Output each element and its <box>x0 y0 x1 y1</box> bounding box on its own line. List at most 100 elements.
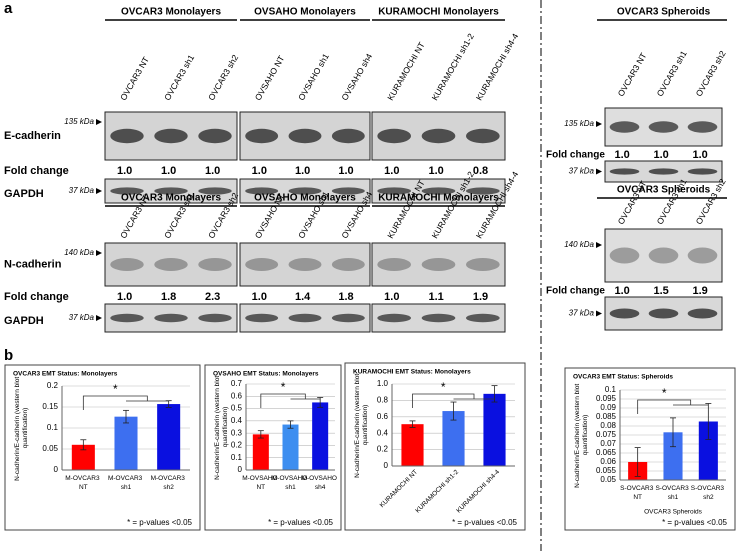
arrow <box>96 315 102 321</box>
chart-title: OVCAR3 EMT Status: Spheroids <box>573 374 673 381</box>
y-tick-label: 0.075 <box>596 430 617 439</box>
gapdh-label: GAPDH <box>4 315 44 327</box>
band <box>245 313 279 323</box>
arrow <box>596 310 602 317</box>
kda-label: 135 kDa <box>564 119 594 128</box>
footnote: * = p-values <0.05 <box>127 518 192 527</box>
sample-label: OVSAHO sh1 <box>296 51 331 102</box>
bar <box>663 432 683 480</box>
fold-value: 1.0 <box>693 149 708 161</box>
band <box>154 128 188 144</box>
sample-label: KURAMOCHI sh1-2 <box>430 31 477 102</box>
bracket-line <box>260 393 306 408</box>
fold-value: 2.3 <box>205 291 220 303</box>
y-tick-label: 0.095 <box>596 394 617 403</box>
sample-label: KURAMOCHI sh4-4 <box>474 31 521 102</box>
sample-label: OVCAR3 sh2 <box>206 53 240 102</box>
group-title: KURAMOCHI Monolayers <box>378 193 499 204</box>
x-tick-label: M-OVCAR3 NT <box>65 475 101 491</box>
protein-label: N-cadherin <box>4 258 62 270</box>
y-tick-label: 0.1 <box>605 385 617 394</box>
kda-label: 135 kDa <box>64 117 94 126</box>
band <box>245 187 279 195</box>
y-tick-label: 0.07 <box>600 439 616 448</box>
chart-frame <box>204 364 342 531</box>
x-tick-label: M-OVCAR3 sh1 <box>108 475 144 491</box>
x-tick-label: S-OVCAR3 NT <box>620 485 655 501</box>
footnote: * = p-values <0.05 <box>662 518 727 527</box>
bar <box>312 402 329 470</box>
fold-value: 1.0 <box>615 149 630 161</box>
band <box>648 308 679 319</box>
error-bar <box>123 409 129 424</box>
band <box>288 187 322 195</box>
band <box>465 258 500 271</box>
kda-label: 37 kDa <box>69 313 95 322</box>
group-title: KURAMOCHI Monolayers <box>378 7 499 18</box>
band <box>154 258 188 271</box>
fold-value: 1.0 <box>384 291 399 303</box>
blot <box>604 228 723 283</box>
chart-frame <box>564 367 736 531</box>
fold-value: 1.5 <box>654 285 669 297</box>
bar <box>114 416 138 470</box>
arrow <box>596 121 602 127</box>
y-tick-label: 0.15 <box>42 402 58 411</box>
band <box>687 308 718 319</box>
y-tick-label: 0.05 <box>600 475 616 484</box>
fold-value: 1.0 <box>654 149 669 161</box>
band <box>331 313 365 323</box>
panel-label: a <box>4 0 13 17</box>
significance-bracket <box>82 395 169 410</box>
fold-value: 0.8 <box>473 165 488 177</box>
band <box>245 128 279 144</box>
fold-value: 1.4 <box>295 291 311 303</box>
x-tick-label: KURAMOCHI sh4-4 <box>455 468 501 514</box>
band <box>331 258 365 271</box>
significance-star: * <box>113 382 118 396</box>
significance-bracket <box>260 393 321 408</box>
error-bar <box>257 430 264 439</box>
fold-value: 1.8 <box>338 291 353 303</box>
chart-frame <box>344 362 526 531</box>
error-bar <box>450 401 457 421</box>
error-bar <box>409 420 416 428</box>
fold-label: Fold change <box>546 286 605 297</box>
band <box>465 128 500 144</box>
bar <box>282 424 299 470</box>
y-tick-label: 0.055 <box>596 466 617 475</box>
sample-label: KURAMOCHI NT <box>385 40 426 102</box>
significance-star: * <box>662 386 667 400</box>
band <box>648 247 679 264</box>
y-tick-label: 0.7 <box>231 379 243 388</box>
y-tick-label: 0.065 <box>596 448 617 457</box>
band <box>377 128 412 144</box>
fold-value: 1.9 <box>473 291 488 303</box>
arrow <box>596 168 602 175</box>
kda-label: 37 kDa <box>569 167 595 176</box>
band <box>198 313 232 323</box>
group-title: OVCAR3 Monolayers <box>121 7 221 18</box>
sample-label: OVSAHO sh4 <box>339 51 374 102</box>
x-tick-label: KURAMOCHI sh1-2 <box>414 468 460 514</box>
x-tick-label: M-OVSAHO sh1 <box>272 475 309 491</box>
group-title: OVCAR3 Spheroids <box>617 7 711 18</box>
group-title: OVCAR3 Spheroids <box>617 185 711 196</box>
bar <box>698 421 718 480</box>
band <box>648 121 679 133</box>
band <box>421 187 456 195</box>
fold-value: 1.0 <box>429 165 444 177</box>
band <box>288 313 322 323</box>
x-tick-label: KURAMOCHI NT <box>379 469 419 509</box>
fold-label: Fold change <box>4 291 69 303</box>
band <box>421 258 456 271</box>
band <box>609 121 640 133</box>
band <box>609 308 640 319</box>
band <box>465 313 500 323</box>
arrow <box>96 119 102 125</box>
x-tick-label: S-OVCAR3 sh1 <box>655 485 690 501</box>
band <box>331 128 365 144</box>
fold-value: 1.0 <box>117 165 132 177</box>
bracket-line <box>412 393 475 408</box>
